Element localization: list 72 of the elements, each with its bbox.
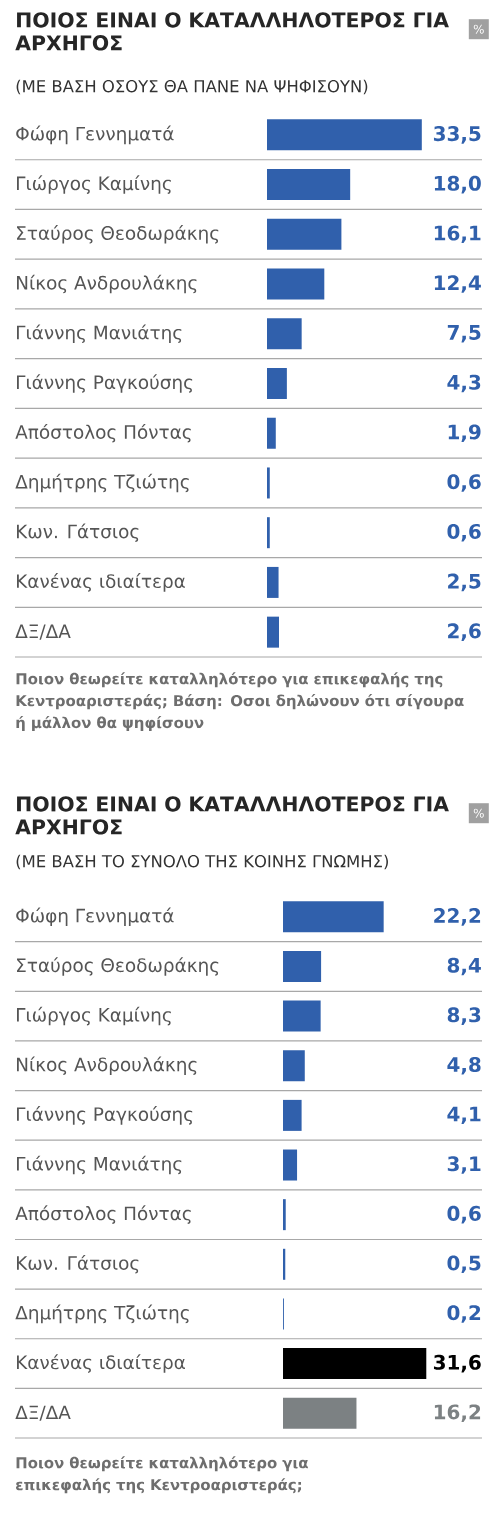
y-tick-label: Κανένας ιδιαίτερα bbox=[17, 1354, 185, 1373]
y-tick-label: Δημήτρης Τζιώτης bbox=[15, 473, 189, 493]
data-label: 0,2 bbox=[447, 1305, 481, 1323]
y-tick-label: Γιάννης Ραγκούσης bbox=[17, 1106, 193, 1125]
bar bbox=[267, 218, 342, 250]
y-tick-label: Φώφη Γεννηματά bbox=[16, 125, 174, 145]
data-label: 18,0 bbox=[434, 175, 481, 194]
y-tick-label: ΔΞ/ΔΑ bbox=[15, 1405, 71, 1421]
bar bbox=[283, 1199, 286, 1231]
bar bbox=[267, 318, 302, 350]
y-tick-label: Σταύρος Θεοδωράκης bbox=[17, 957, 219, 976]
bar bbox=[267, 467, 270, 499]
bar bbox=[283, 1000, 321, 1032]
y-tick-label: Γιάννης Μανιάτης bbox=[17, 324, 182, 344]
data-label: 16,2 bbox=[434, 1404, 481, 1423]
data-label: 2,6 bbox=[448, 623, 481, 641]
data-label: 0,5 bbox=[447, 1255, 481, 1274]
y-tick-label: Γιώργος Καμίνης bbox=[17, 1006, 171, 1026]
bar bbox=[267, 517, 270, 549]
y-tick-label: Κανένας ιδιαίτερα bbox=[17, 573, 185, 592]
chart-subtitle: (ΜΕ ΒΑΣΗ ΤΟ ΣΥΝΟΛΟ ΤΗΣ ΚΟΙΝΗΣ ΓΝΩΜΗΣ) bbox=[16, 854, 388, 870]
bar bbox=[283, 1099, 302, 1131]
text: Ποιον θεωρείτε καταλληλότερο για επικεφαλής της Κεντροαριστεράς; Βάση: Οσοι δηλώνουν ότι σίγουρα ή μάλλον θα ψηφίσουν bbox=[16, 672, 464, 732]
y-tick-label: Κων. Γάτσιος bbox=[17, 523, 139, 543]
data-label: 31,6 bbox=[433, 1354, 481, 1373]
y-tick-label: Νίκος Ανδρουλάκης bbox=[17, 274, 197, 294]
bar bbox=[267, 268, 325, 300]
data-label: 33,5 bbox=[433, 126, 481, 144]
y-tick-label: ΔΞ/ΔΑ bbox=[15, 624, 71, 640]
y-tick-label: Δημήτρης Τζιώτης bbox=[15, 1304, 189, 1324]
text: % bbox=[473, 808, 484, 818]
y-tick-label: Φώφη Γεννηματά bbox=[16, 907, 174, 927]
y-tick-label: Νίκος Ανδρουλάκης bbox=[17, 1056, 197, 1076]
data-label: 1,9 bbox=[448, 424, 481, 443]
data-label: 8,4 bbox=[447, 957, 481, 976]
data-label: 8,3 bbox=[447, 1007, 481, 1025]
bar bbox=[283, 1348, 427, 1380]
bar bbox=[283, 1397, 357, 1429]
text: % bbox=[473, 24, 484, 34]
y-tick-label: Γιάννης Ραγκούσης bbox=[17, 374, 193, 393]
y-tick-label: Γιάννης Μανιάτης bbox=[17, 1155, 182, 1175]
bar bbox=[267, 417, 276, 449]
bar bbox=[267, 368, 287, 400]
chart-title: ΠΟΙΟΣ ΕΙΝΑΙ Ο ΚΑΤΑΛΛΗΛΟΤΕΡΟΣ ΓΙΑ ΑΡΧΗΓΟΣ bbox=[15, 796, 449, 835]
bar bbox=[267, 169, 351, 201]
data-label: 16,1 bbox=[434, 225, 481, 244]
y-tick-label: Απόστολος Πόντας bbox=[15, 423, 191, 443]
bar bbox=[283, 1149, 298, 1181]
data-label: 7,5 bbox=[447, 325, 481, 343]
data-label: 3,1 bbox=[447, 1156, 481, 1174]
data-label: 0,6 bbox=[447, 474, 481, 492]
data-label: 4,1 bbox=[447, 1106, 481, 1125]
y-tick-label: Απόστολος Πόντας bbox=[15, 1205, 191, 1224]
data-label: 4,3 bbox=[447, 374, 481, 393]
bar bbox=[283, 1050, 305, 1082]
data-label: 2,5 bbox=[448, 573, 481, 592]
bar bbox=[283, 901, 384, 933]
data-label: 0,6 bbox=[447, 523, 481, 542]
bar bbox=[283, 950, 322, 982]
data-label: 4,8 bbox=[447, 1056, 481, 1075]
data-label: 12,4 bbox=[434, 275, 481, 293]
bar bbox=[267, 566, 279, 598]
data-label: 0,6 bbox=[447, 1205, 481, 1224]
data-label: 22,2 bbox=[434, 908, 481, 926]
y-tick-label: Γιώργος Καμίνης bbox=[17, 175, 171, 194]
chart-subtitle: (ΜΕ ΒΑΣΗ ΟΣΟΥΣ ΘΑ ΠΑΝΕ ΝΑ ΨΗΦΙΣΟΥΝ) bbox=[16, 79, 368, 95]
bar bbox=[267, 119, 422, 151]
bar bbox=[267, 616, 280, 648]
y-tick-label: Σταύρος Θεοδωράκης bbox=[17, 225, 219, 244]
text: Ποιον θεωρείτε καταλληλότερο για επικεφαλής της Κεντροαριστεράς; bbox=[16, 1456, 308, 1494]
y-tick-label: Κων. Γάτσιος bbox=[17, 1254, 139, 1274]
chart-title: ΠΟΙΟΣ ΕΙΝΑΙ Ο ΚΑΤΑΛΛΗΛΟΤΕΡΟΣ ΓΙΑ ΑΡΧΗΓΟΣ bbox=[15, 12, 449, 51]
